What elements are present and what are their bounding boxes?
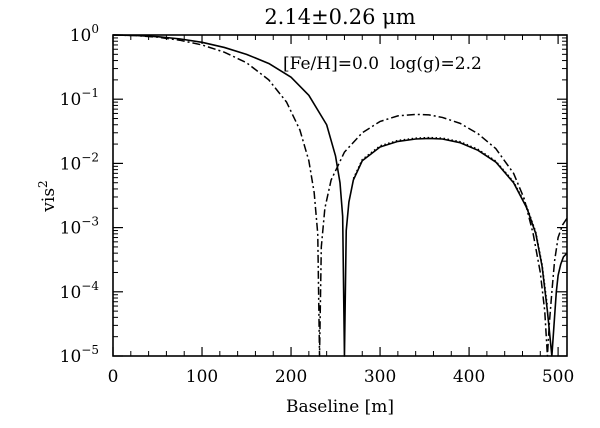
y-tick-label: 10−2 [60, 150, 99, 174]
x-axis-label: Baseline [m] [286, 397, 394, 417]
y-tick-exponent: −5 [81, 343, 99, 357]
x-tick-label: 400 [453, 367, 485, 387]
chart-annotation: [Fe/H]=0.0 log(g)=2.2 [283, 54, 482, 74]
y-axis-label-base: vis [39, 188, 59, 213]
x-tick-label: 100 [186, 367, 218, 387]
y-tick-exponent: −4 [81, 279, 99, 293]
x-tick-label: 200 [275, 367, 307, 387]
series-group [112, 34, 568, 357]
y-tick-label: 100 [70, 22, 99, 46]
y-tick-exponent: −3 [81, 215, 99, 229]
y-tick-base: 10 [60, 283, 82, 303]
y-tick-exponent: 0 [91, 22, 99, 36]
series-line-solid [112, 34, 568, 357]
y-tick-exponent: −1 [81, 86, 99, 100]
y-tick-base: 10 [60, 154, 82, 174]
x-tick-label: 500 [542, 367, 574, 387]
y-tick-exponent: −2 [81, 150, 99, 164]
series-line-dashdot [112, 34, 568, 357]
y-axis-label-superscript: 2 [36, 180, 50, 188]
plot-frame [112, 34, 568, 357]
series-line-dotted [352, 136, 549, 307]
chart-title: 2.14±0.26 μm [264, 5, 415, 29]
y-tick-label: 10−1 [60, 86, 99, 110]
y-axis-label: vis2 [36, 180, 59, 212]
y-tick-label: 10−3 [60, 215, 99, 239]
x-tick-label: 0 [108, 367, 119, 387]
x-tick-label: 300 [364, 367, 396, 387]
y-tick-base: 10 [60, 347, 82, 367]
axis-ticks [112, 34, 567, 357]
y-tick-label: 10−4 [60, 279, 100, 303]
y-tick-label: 10−5 [60, 343, 99, 367]
y-tick-base: 10 [70, 26, 92, 46]
y-tick-base: 10 [60, 219, 82, 239]
y-tick-base: 10 [60, 90, 82, 110]
